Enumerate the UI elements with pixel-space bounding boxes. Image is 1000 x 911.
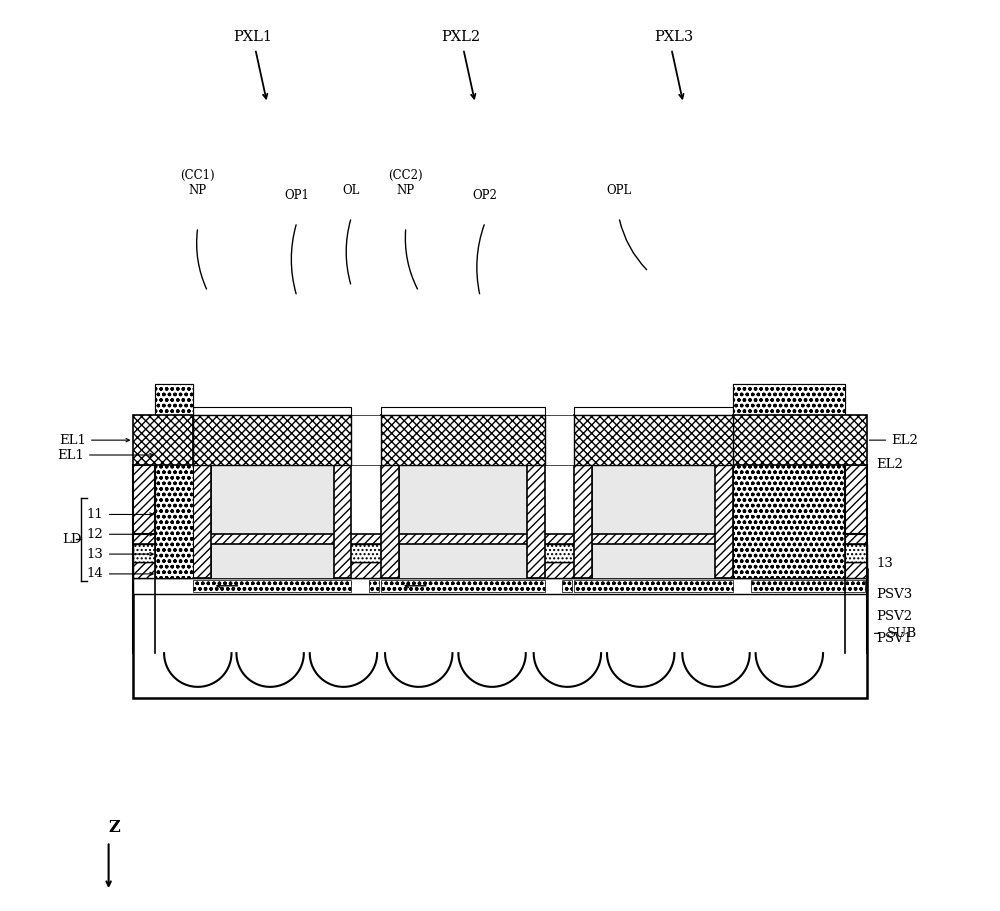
Bar <box>211 407 334 578</box>
Bar <box>733 384 845 392</box>
Bar <box>133 569 867 698</box>
Text: PXL2: PXL2 <box>441 30 480 44</box>
Text: 13: 13 <box>87 548 104 560</box>
Bar <box>155 384 193 578</box>
Bar <box>574 415 733 465</box>
Bar <box>155 384 193 392</box>
Text: PSV2: PSV2 <box>877 610 913 623</box>
Text: EL2: EL2 <box>877 458 903 471</box>
Bar <box>574 580 733 592</box>
Bar <box>574 407 733 415</box>
Bar <box>133 578 867 594</box>
Text: OPL: OPL <box>606 184 632 198</box>
Text: 12: 12 <box>87 527 104 541</box>
Bar <box>381 580 545 592</box>
Bar <box>369 580 379 592</box>
Bar <box>351 415 381 465</box>
Bar <box>399 407 527 578</box>
Text: LD: LD <box>62 533 82 546</box>
Bar <box>545 415 574 465</box>
Text: 13: 13 <box>877 558 893 570</box>
Bar <box>133 544 867 562</box>
Bar <box>381 415 545 465</box>
Bar <box>733 415 867 465</box>
Bar <box>193 580 351 592</box>
Bar <box>133 534 867 544</box>
Text: EL2: EL2 <box>891 434 918 446</box>
Text: (CC2)
NP: (CC2) NP <box>389 169 423 198</box>
Text: EL1: EL1 <box>59 434 86 446</box>
Text: 14: 14 <box>87 568 104 580</box>
Bar <box>574 415 592 578</box>
Bar <box>133 465 155 534</box>
Bar <box>733 400 845 415</box>
Text: OL: OL <box>343 184 360 198</box>
Bar <box>334 415 351 578</box>
Text: PXL3: PXL3 <box>654 30 693 44</box>
Text: EL1: EL1 <box>57 448 84 462</box>
Text: PSV3: PSV3 <box>877 589 913 601</box>
Bar <box>381 415 399 578</box>
Bar <box>562 580 572 592</box>
Bar <box>155 400 193 415</box>
Bar <box>527 415 545 578</box>
Bar <box>193 415 351 465</box>
Text: PXL1: PXL1 <box>233 30 272 44</box>
Text: OP2: OP2 <box>473 189 498 202</box>
Bar <box>193 415 211 578</box>
Text: SUB: SUB <box>886 627 917 640</box>
Bar <box>733 384 845 578</box>
Text: OP1: OP1 <box>284 189 309 202</box>
Text: 11: 11 <box>87 508 104 521</box>
Bar <box>751 580 865 592</box>
Bar <box>733 392 845 400</box>
Text: Z: Z <box>109 820 120 836</box>
Bar <box>133 415 193 465</box>
Bar <box>133 562 867 578</box>
Bar <box>193 407 351 415</box>
Text: PSV1: PSV1 <box>877 632 913 645</box>
Bar <box>381 407 545 415</box>
Bar <box>155 392 193 400</box>
Bar <box>715 415 733 578</box>
Bar <box>592 407 715 578</box>
Bar <box>845 465 867 534</box>
Text: (CC1)
NP: (CC1) NP <box>180 169 215 198</box>
